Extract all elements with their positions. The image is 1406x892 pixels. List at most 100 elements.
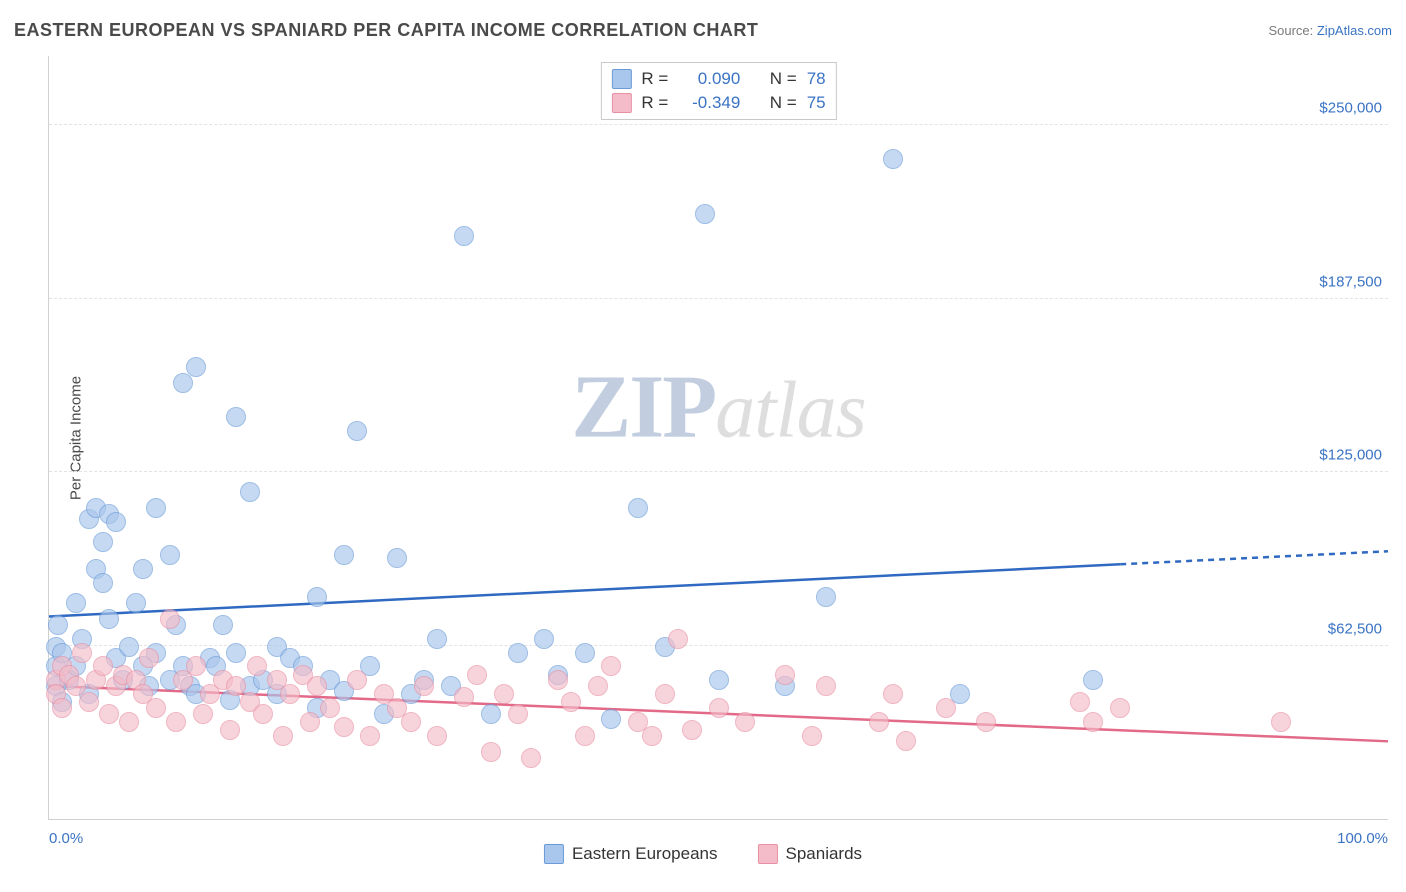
data-point-spaniards xyxy=(320,698,340,718)
data-point-spaniards xyxy=(193,704,213,724)
data-point-spaniards xyxy=(226,676,246,696)
source-link[interactable]: ZipAtlas.com xyxy=(1317,23,1392,38)
y-tick-label: $62,500 xyxy=(1328,620,1382,637)
data-point-spaniards xyxy=(1083,712,1103,732)
data-point-spaniards xyxy=(481,742,501,762)
legend-swatch-eastern_europeans xyxy=(544,844,564,864)
data-point-spaniards xyxy=(936,698,956,718)
data-point-spaniards xyxy=(682,720,702,740)
legend: Eastern Europeans Spaniards xyxy=(544,844,862,864)
data-point-spaniards xyxy=(642,726,662,746)
data-point-spaniards xyxy=(146,698,166,718)
legend-swatch-spaniards xyxy=(757,844,777,864)
data-point-spaniards xyxy=(869,712,889,732)
data-point-eastern_europeans xyxy=(240,482,260,502)
data-point-spaniards xyxy=(307,676,327,696)
data-point-eastern_europeans xyxy=(695,204,715,224)
data-point-spaniards xyxy=(588,676,608,696)
data-point-spaniards xyxy=(561,692,581,712)
data-point-spaniards xyxy=(119,712,139,732)
data-point-eastern_europeans xyxy=(508,643,528,663)
data-point-spaniards xyxy=(1110,698,1130,718)
trend-line-dashed-eastern_europeans xyxy=(1120,551,1388,564)
data-point-spaniards xyxy=(575,726,595,746)
data-point-spaniards xyxy=(521,748,541,768)
data-point-eastern_europeans xyxy=(454,226,474,246)
y-tick-label: $125,000 xyxy=(1319,447,1382,464)
data-point-eastern_europeans xyxy=(213,615,233,635)
chart-title: EASTERN EUROPEAN VS SPANIARD PER CAPITA … xyxy=(14,20,758,41)
data-point-spaniards xyxy=(166,712,186,732)
data-point-eastern_europeans xyxy=(534,629,554,649)
data-point-eastern_europeans xyxy=(66,593,86,613)
data-point-eastern_europeans xyxy=(99,609,119,629)
data-point-eastern_europeans xyxy=(126,593,146,613)
data-point-spaniards xyxy=(160,609,180,629)
plot-area: ZIPatlas R =0.090 N = 78R =-0.349 N = 75… xyxy=(48,56,1388,820)
legend-label: Spaniards xyxy=(785,844,862,864)
source-prefix: Source: xyxy=(1268,23,1316,38)
data-point-eastern_europeans xyxy=(1083,670,1103,690)
data-point-spaniards xyxy=(735,712,755,732)
data-point-spaniards xyxy=(52,698,72,718)
data-point-eastern_europeans xyxy=(481,704,501,724)
y-tick-label: $250,000 xyxy=(1319,100,1382,117)
legend-item-eastern_europeans: Eastern Europeans xyxy=(544,844,718,864)
data-point-eastern_europeans xyxy=(709,670,729,690)
data-point-spaniards xyxy=(816,676,836,696)
data-point-eastern_europeans xyxy=(146,498,166,518)
legend-label: Eastern Europeans xyxy=(572,844,718,864)
data-point-spaniards xyxy=(220,720,240,740)
data-point-spaniards xyxy=(280,684,300,704)
data-point-spaniards xyxy=(66,676,86,696)
data-point-eastern_europeans xyxy=(48,615,68,635)
data-point-eastern_europeans xyxy=(816,587,836,607)
data-point-eastern_europeans xyxy=(628,498,648,518)
data-point-spaniards xyxy=(1070,692,1090,712)
source-attribution: Source: ZipAtlas.com xyxy=(1268,23,1392,38)
gridline xyxy=(49,298,1388,299)
data-point-spaniards xyxy=(300,712,320,732)
data-point-eastern_europeans xyxy=(186,357,206,377)
data-point-spaniards xyxy=(976,712,996,732)
data-point-eastern_europeans xyxy=(160,545,180,565)
data-point-spaniards xyxy=(72,643,92,663)
data-point-spaniards xyxy=(494,684,514,704)
data-point-spaniards xyxy=(93,656,113,676)
data-point-eastern_europeans xyxy=(347,421,367,441)
data-point-eastern_europeans xyxy=(133,559,153,579)
data-point-eastern_europeans xyxy=(883,149,903,169)
data-point-spaniards xyxy=(334,717,354,737)
data-point-spaniards xyxy=(427,726,447,746)
data-point-spaniards xyxy=(454,687,474,707)
data-point-spaniards xyxy=(186,656,206,676)
data-point-spaniards xyxy=(273,726,293,746)
data-point-spaniards xyxy=(896,731,916,751)
x-tick-label: 0.0% xyxy=(49,830,83,847)
data-point-eastern_europeans xyxy=(427,629,447,649)
data-point-spaniards xyxy=(668,629,688,649)
data-point-eastern_europeans xyxy=(93,573,113,593)
data-point-eastern_europeans xyxy=(119,637,139,657)
trend-line-eastern_europeans xyxy=(49,564,1120,616)
data-point-spaniards xyxy=(508,704,528,724)
data-point-spaniards xyxy=(655,684,675,704)
data-point-spaniards xyxy=(1271,712,1291,732)
data-point-spaniards xyxy=(99,704,119,724)
data-point-eastern_europeans xyxy=(334,545,354,565)
data-point-spaniards xyxy=(139,648,159,668)
y-tick-label: $187,500 xyxy=(1319,273,1382,290)
data-point-eastern_europeans xyxy=(387,548,407,568)
gridline xyxy=(49,645,1388,646)
data-point-spaniards xyxy=(247,656,267,676)
data-point-spaniards xyxy=(601,656,621,676)
data-point-spaniards xyxy=(414,676,434,696)
data-point-eastern_europeans xyxy=(307,587,327,607)
gridline xyxy=(49,471,1388,472)
data-point-spaniards xyxy=(79,692,99,712)
data-point-eastern_europeans xyxy=(575,643,595,663)
data-point-spaniards xyxy=(253,704,273,724)
data-point-spaniards xyxy=(883,684,903,704)
data-point-spaniards xyxy=(775,665,795,685)
data-point-eastern_europeans xyxy=(173,373,193,393)
